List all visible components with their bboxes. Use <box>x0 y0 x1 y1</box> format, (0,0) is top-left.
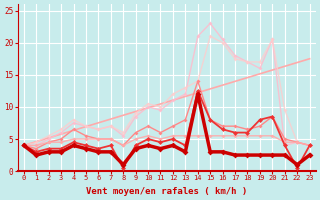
X-axis label: Vent moyen/en rafales ( km/h ): Vent moyen/en rafales ( km/h ) <box>86 187 247 196</box>
